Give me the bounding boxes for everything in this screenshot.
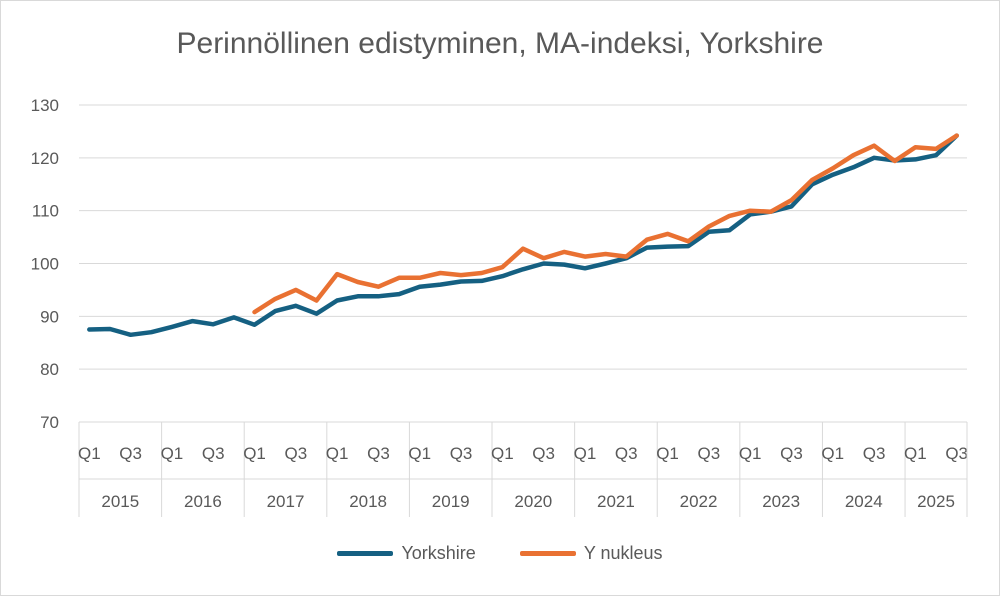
x-tick-label-2015-q3: Q3 — [119, 444, 142, 463]
x-year-label-2016: 2016 — [184, 492, 222, 511]
y-axis-ticks: 70 80 90 100 110 120 130 — [31, 96, 59, 432]
x-tick-label-2024-q3: Q3 — [863, 444, 886, 463]
y-tick-label-70: 70 — [40, 413, 59, 432]
series-line-yorkshire — [87, 133, 959, 338]
legend-item-yorkshire: Yorkshire — [337, 543, 476, 564]
series-line-y-nukleus — [252, 133, 959, 315]
x-tick-label-2021-q3: Q3 — [615, 444, 638, 463]
x-tick-label-2023-q3: Q3 — [780, 444, 803, 463]
x-axis: Q1 Q3 2015 Q1 Q3 2016 Q1 Q3 2017 Q1 Q3 2018 Q1 Q3 2019… — [78, 422, 968, 517]
x-year-label-2017: 2017 — [267, 492, 305, 511]
x-tick-label-2017-q1: Q1 — [243, 444, 266, 463]
legend-item-y-nukleus: Y nukleus — [519, 543, 663, 564]
x-tick-label-2017-q3: Q3 — [284, 444, 307, 463]
legend-label-yorkshire: Yorkshire — [401, 543, 476, 563]
x-tick-label-2019-q3: Q3 — [450, 444, 473, 463]
x-tick-label-2018-q3: Q3 — [367, 444, 390, 463]
legend-swatch-yorkshire — [337, 551, 394, 556]
x-tick-label-2023-q1: Q1 — [739, 444, 762, 463]
x-year-label-2018: 2018 — [349, 492, 387, 511]
x-tick-label-2019-q1: Q1 — [408, 444, 431, 463]
series-lines — [87, 133, 959, 338]
x-tick-label-2022-q1: Q1 — [656, 444, 679, 463]
x-tick-label-2025-q3: Q3 — [945, 444, 968, 463]
x-year-label-2023: 2023 — [762, 492, 800, 511]
y-tick-label-100: 100 — [31, 255, 59, 274]
x-tick-label-2020-q3: Q3 — [532, 444, 555, 463]
x-tick-label-2018-q1: Q1 — [326, 444, 349, 463]
legend-label-y-nukleus: Y nukleus — [583, 543, 663, 563]
x-year-label-2025: 2025 — [917, 492, 955, 511]
x-tick-label-2025-q1: Q1 — [904, 444, 927, 463]
x-tick-label-2022-q3: Q3 — [698, 444, 721, 463]
x-year-label-2019: 2019 — [432, 492, 470, 511]
x-tick-label-2016-q3: Q3 — [202, 444, 225, 463]
y-tick-label-90: 90 — [40, 307, 59, 326]
chart-title: Perinnöllinen edistyminen, MA-indeksi, Y… — [176, 27, 824, 60]
x-year-label-2022: 2022 — [680, 492, 718, 511]
legend-swatch-y-nukleus — [519, 551, 576, 556]
x-year-label-2020: 2020 — [514, 492, 552, 511]
x-tick-label-2016-q1: Q1 — [161, 444, 184, 463]
x-year-label-2021: 2021 — [597, 492, 635, 511]
x-tick-label-2021-q1: Q1 — [574, 444, 597, 463]
x-tick-label-2024-q1: Q1 — [821, 444, 844, 463]
y-tick-label-130: 130 — [31, 96, 59, 115]
x-year-label-2015: 2015 — [101, 492, 139, 511]
x-year-label-2024: 2024 — [845, 492, 883, 511]
gridlines — [79, 104, 967, 423]
x-tick-label-2015-q1: Q1 — [78, 444, 101, 463]
y-tick-label-110: 110 — [32, 202, 59, 221]
y-tick-label-80: 80 — [40, 360, 59, 379]
legend: Yorkshire Y nukleus — [1, 543, 999, 564]
x-tick-label-2020-q1: Q1 — [491, 444, 514, 463]
y-tick-label-120: 120 — [31, 149, 59, 168]
